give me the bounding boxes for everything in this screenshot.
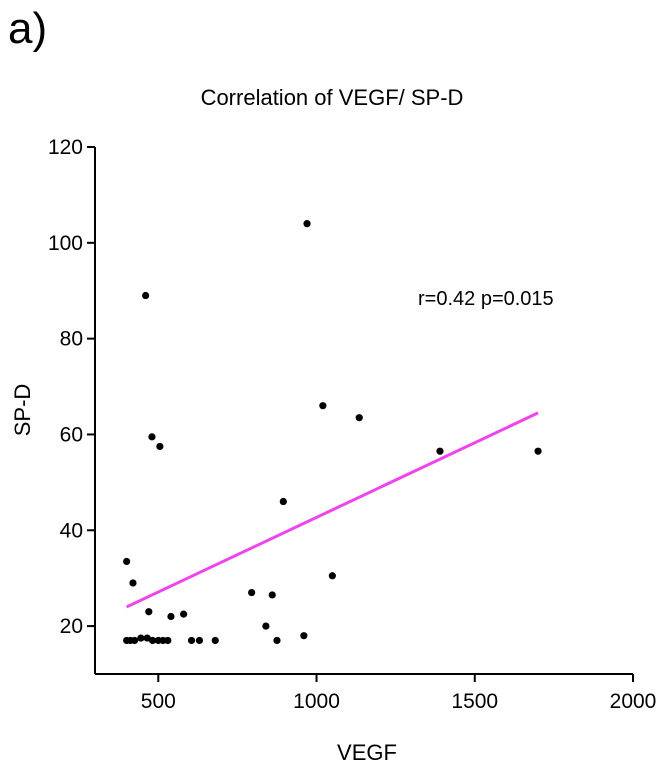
data-point xyxy=(328,572,336,580)
data-point xyxy=(279,497,287,506)
data-point xyxy=(273,636,281,645)
data-point xyxy=(211,636,219,645)
data-point xyxy=(436,447,444,455)
data-point xyxy=(148,433,156,441)
y-axis-label: SP-D xyxy=(10,384,35,437)
data-point xyxy=(534,447,542,455)
data-point xyxy=(137,634,145,642)
data-point xyxy=(262,622,270,630)
y-tick-label: 100 xyxy=(48,232,83,255)
x-tick-label: 2000 xyxy=(610,690,657,713)
data-point xyxy=(130,636,139,645)
data-points xyxy=(123,220,542,645)
data-point xyxy=(300,632,308,640)
y-tick-label: 40 xyxy=(60,519,83,542)
y-tick-label: 20 xyxy=(60,615,83,638)
data-point xyxy=(355,414,363,422)
data-point xyxy=(142,291,150,300)
x-tick-label: 1500 xyxy=(451,690,498,713)
data-point xyxy=(319,402,327,410)
data-point xyxy=(248,588,256,597)
y-tick-label: 80 xyxy=(60,328,83,351)
data-point xyxy=(187,636,196,645)
data-point xyxy=(180,610,188,618)
correlation-annotation: r=0.42 p=0.015 xyxy=(418,288,554,310)
data-point xyxy=(268,591,276,599)
y-tick-label: 60 xyxy=(60,423,83,446)
x-tick-label: 1000 xyxy=(293,690,340,713)
data-point xyxy=(167,612,175,621)
chart-title: Correlation of VEGF/ SP-D xyxy=(200,85,464,110)
trendline-group xyxy=(126,411,539,609)
data-point xyxy=(156,442,164,451)
data-point xyxy=(164,636,172,645)
x-axis-label: VEGF xyxy=(337,740,397,765)
axes: 20 40 60 80 100 120 500 1000 1500 2000 xyxy=(48,136,656,713)
data-point xyxy=(303,220,311,228)
y-tick-label: 120 xyxy=(48,136,83,159)
data-point xyxy=(195,636,204,645)
panel-label: a) xyxy=(8,4,48,53)
x-tick-label: 500 xyxy=(141,690,176,713)
data-point xyxy=(129,579,137,587)
data-point xyxy=(123,557,131,566)
trendline xyxy=(126,411,539,609)
data-point xyxy=(148,636,157,645)
data-point xyxy=(145,608,153,616)
data-point xyxy=(143,634,151,642)
